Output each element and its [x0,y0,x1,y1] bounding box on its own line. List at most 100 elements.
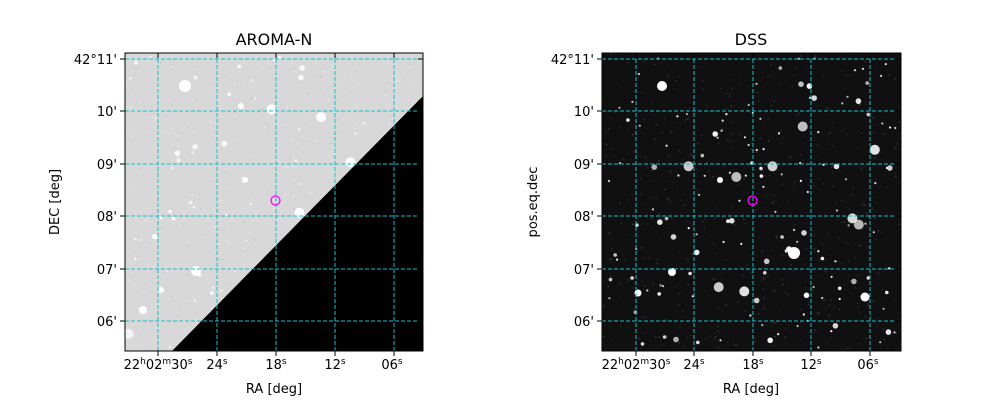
aroma-n-noise-pixel [273,202,276,205]
dss-star [811,95,817,101]
dss-star [662,335,667,339]
aroma-n-star [299,65,305,71]
dss-star [677,174,680,177]
aroma-n-noise-pixel [239,116,241,118]
aroma-n-noise-pixel [294,63,297,65]
aroma-n-noise-pixel [187,240,190,243]
dss-noise-pixel [663,123,665,126]
dss-star [676,115,679,118]
dss-star [646,289,649,292]
dss-noise-pixel [815,55,817,57]
dss-star [697,193,701,196]
dss-noise-pixel [711,200,714,203]
dss-noise-pixel [688,178,690,181]
dss-title: DSS [735,30,768,49]
dss-noise-pixel [857,93,859,95]
aroma-n-noise-pixel [355,70,357,72]
dss-noise-pixel [755,151,758,154]
aroma-n-noise-pixel [150,113,152,116]
aroma-n-noise-pixel [345,91,347,93]
aroma-n-noise-pixel [130,107,132,109]
dss-noise-pixel [825,307,827,309]
aroma-n-noise-pixel [139,211,142,213]
dss-noise-pixel [851,73,854,76]
dss-star [866,112,871,117]
dss-noise-pixel [700,149,702,151]
dss-noise-pixel [858,342,860,345]
dss-noise-pixel [875,321,877,324]
dss-noise-pixel [691,232,694,235]
aroma-n-noise-pixel [214,141,217,144]
dss-noise-pixel [841,200,843,202]
dss-noise-pixel [765,221,767,224]
dss-noise-pixel [793,269,795,272]
aroma-n-noise-pixel [198,193,200,195]
aroma-n-noise-pixel [261,150,263,152]
aroma-n-noise-pixel [150,105,153,107]
dss-noise-pixel [639,155,641,157]
dss-noise-pixel [718,309,720,312]
aroma-n-star [316,112,327,123]
aroma-n-noise-pixel [155,109,157,111]
dss-noise-pixel [770,256,772,259]
dss-star [835,209,839,212]
dss-noise-pixel [761,86,764,88]
aroma-n-noise-pixel [127,130,129,132]
dss-noise-pixel [800,55,802,57]
dss-noise-pixel [874,318,876,320]
aroma-n-bright-star [238,103,244,109]
aroma-n-noise-pixel [329,142,331,145]
dss-noise-pixel [717,325,719,328]
dss-noise-pixel [858,216,861,218]
aroma-n-noise-pixel [157,65,160,68]
aroma-n-noise-pixel [130,94,132,96]
dss-star [780,235,784,239]
dss-noise-pixel [872,117,874,119]
dss-noise-pixel [896,312,899,314]
dss-x-tick-label: 06s [857,357,879,373]
dss-noise-pixel [797,81,799,83]
dss-noise-pixel [816,154,818,156]
dss-noise-pixel [792,228,794,230]
dss-star [885,290,889,295]
aroma-n-noise-pixel [246,182,248,184]
dss-x-tick-label: 24s [683,357,705,373]
dss-noise-pixel [825,341,827,343]
aroma-n-noise-pixel [153,264,156,266]
aroma-n-noise-pixel [271,95,273,97]
dss-noise-pixel [801,168,804,170]
aroma-n-noise-pixel [262,246,265,249]
aroma-n-noise-pixel [248,125,250,128]
dss-noise-pixel [816,58,818,60]
dss-noise-pixel [874,157,876,159]
aroma-n-x-tick-labels: 22h02m30s 24s 18s 12s 06s [124,357,403,373]
dss-noise-pixel [828,108,830,110]
dss-noise-pixel [656,262,658,265]
aroma-n-noise-pixel [228,189,231,192]
dss-noise-pixel [665,197,667,200]
dss-noise-pixel [750,148,753,151]
dss-noise-pixel [848,347,851,349]
dss-noise-pixel [724,198,726,200]
dss-noise-pixel [714,336,716,338]
dss-noise-pixel [669,181,672,183]
dss-noise-pixel [671,122,673,124]
aroma-n-noise-pixel [354,123,357,125]
aroma-n-noise-pixel [193,322,195,325]
aroma-n-x-tick-label: 18s [265,357,287,373]
aroma-n-noise-pixel [341,95,343,97]
aroma-n-noise-pixel [372,117,374,119]
dss-noise-pixel [605,155,607,157]
dss-noise-pixel [655,180,658,182]
dss-noise-pixel [832,185,834,188]
aroma-n-noise-pixel [192,209,194,211]
dss-noise-pixel [800,258,803,260]
dss-noise-pixel [778,309,781,312]
dss-noise-pixel [602,120,604,122]
dss-noise-pixel [690,334,692,337]
dss-noise-pixel [664,261,666,263]
aroma-n-noise-pixel [136,339,138,342]
dss-noise-pixel [830,299,832,301]
dss-noise-pixel [843,276,846,278]
aroma-n-noise-pixel [204,242,206,245]
